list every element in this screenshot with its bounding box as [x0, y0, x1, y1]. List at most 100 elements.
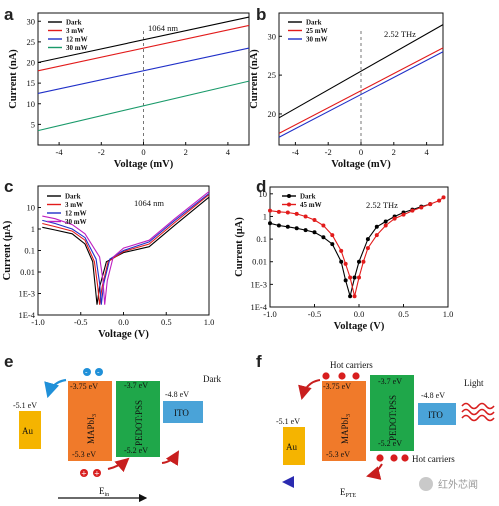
au-block-e	[19, 411, 41, 449]
x-tick-label: -2	[98, 147, 105, 157]
au-level-f: -5.1 eV	[276, 417, 300, 426]
field-label-f: EPTE	[340, 487, 357, 499]
data-point	[352, 294, 357, 299]
data-point	[392, 216, 397, 221]
y-tick-label: 30	[27, 16, 36, 26]
mapbi-top-f: -3.75 eV	[323, 382, 351, 391]
pedot-label-e: PEDOT:PSS	[134, 400, 144, 446]
y-tick-label: 0.01	[252, 257, 267, 267]
watermark-text: 红外芯闻	[438, 478, 478, 491]
mapbi-label-e: MAPbI3	[86, 414, 98, 444]
panel-label-d: d	[256, 177, 266, 196]
ito-block-f	[418, 403, 456, 425]
hole-e-1	[80, 469, 88, 477]
mapbi-top-e: -3.75 eV	[70, 382, 98, 391]
x-axis-label: Voltage (mV)	[331, 159, 391, 170]
light-wave-icon-3	[461, 414, 495, 422]
legend-entry: Dark	[65, 193, 81, 201]
x-axis-label: Voltage (V)	[98, 329, 149, 340]
mapbi-label-f: MAPbI3	[340, 414, 352, 444]
data-point	[401, 212, 406, 217]
x-tick-label: 0.5	[398, 309, 409, 319]
hot-carrier-dot-6	[401, 454, 409, 462]
pedot-bottom-f: -5.2 eV	[378, 439, 402, 448]
pedot-bottom-e: -5.2 eV	[124, 446, 148, 455]
legend-entry: 3 mW	[65, 201, 83, 209]
data-point	[348, 275, 353, 280]
legend-marker	[287, 194, 291, 198]
x-tick-label: 0	[359, 147, 363, 157]
field-label-e: Ein	[99, 486, 109, 498]
data-point	[339, 248, 344, 253]
y-axis-label: Current (nA)	[249, 49, 260, 109]
y-tick-label: 1	[263, 211, 267, 221]
legend-entry: Dark	[306, 19, 322, 27]
data-point	[321, 223, 326, 228]
x-tick-label: 1.0	[204, 317, 215, 327]
panel-label-c: c	[4, 177, 13, 196]
data-point	[294, 211, 299, 216]
data-point	[383, 219, 388, 224]
series-line-dark	[278, 24, 444, 119]
panel-label-a: a	[4, 5, 14, 24]
x-tick-label: 4	[226, 147, 231, 157]
mapbi-bottom-f: -5.3 eV	[326, 450, 350, 459]
wavelength-annotation: 1064 nm	[134, 198, 164, 208]
chart-b: -4 -2 0 2 4 20 25 30 Voltage (mV) Current (nA) 2.5…	[249, 12, 444, 170]
light-wave-icon-2	[461, 408, 495, 416]
hole-arrow-e-1	[107, 457, 130, 473]
x-tick-label: 2	[184, 147, 188, 157]
y-tick-label: 10	[27, 99, 36, 109]
x-tick-label: -2	[325, 147, 332, 157]
data-point	[365, 246, 370, 251]
data-point	[276, 209, 281, 214]
pedot-top-f: -3.7 eV	[378, 377, 402, 386]
x-tick-label: 0.5	[161, 317, 172, 327]
data-point	[312, 217, 317, 222]
data-point	[357, 275, 361, 280]
data-point	[343, 261, 348, 266]
legend-entry: Dark	[300, 193, 316, 201]
legend-entry: 3 mW	[66, 27, 84, 35]
series-line-dark	[269, 203, 431, 299]
x-tick-label: -0.5	[74, 317, 87, 327]
hot-carrier-dot-1	[322, 372, 330, 380]
legend-entry: 30 mW	[65, 218, 87, 226]
y-tick-label: 0.1	[24, 246, 35, 256]
y-tick-label: 0.01	[20, 267, 35, 277]
pedot-label-f: PEDOT:PSS	[388, 395, 398, 441]
electron-e-1	[83, 368, 91, 376]
data-point	[330, 233, 335, 238]
y-tick-label: 10	[27, 203, 36, 213]
panel-label-e: e	[4, 352, 13, 371]
series-line-12-mw	[42, 193, 210, 305]
data-point	[348, 294, 353, 299]
x-tick-label: 1.0	[443, 309, 454, 319]
wavelength-annotation: 2.52 THz	[384, 29, 416, 39]
legend-entry: 30 mW	[306, 36, 328, 44]
data-point	[276, 223, 281, 228]
svg-text:+: +	[81, 470, 87, 478]
condition-label-e: Dark	[203, 374, 221, 384]
energy-diagram-f: Au -5.1 eV -3.75 eV -5.3 eV MAPbI3 -3.7 …	[276, 360, 495, 499]
series-line-30-mw	[278, 51, 444, 138]
data-point	[365, 237, 370, 242]
data-point	[339, 259, 344, 264]
y-tick-label: 25	[27, 37, 36, 47]
chart-a: -4 -2 0 2 4 5 10 15 20 25 30 Voltage (mV) Current (n…	[8, 12, 250, 170]
pedot-block-f	[370, 375, 414, 451]
ito-level-e: -4.8 eV	[165, 390, 189, 399]
au-block-f	[283, 427, 305, 465]
y-tick-label: 30	[268, 31, 277, 41]
x-tick-label: -4	[292, 147, 300, 157]
x-axis-label: Voltage (V)	[334, 321, 385, 332]
data-point	[352, 275, 357, 280]
mapbi-block-e	[68, 381, 112, 461]
x-tick-label: -1.0	[31, 317, 44, 327]
condition-label-f: Light	[464, 378, 484, 388]
hot-carrier-dot-5	[390, 454, 398, 462]
data-point	[410, 208, 415, 213]
x-tick-label: -0.5	[308, 309, 321, 319]
svg-text:+: +	[94, 470, 100, 478]
series-line-30-mw	[42, 191, 210, 305]
